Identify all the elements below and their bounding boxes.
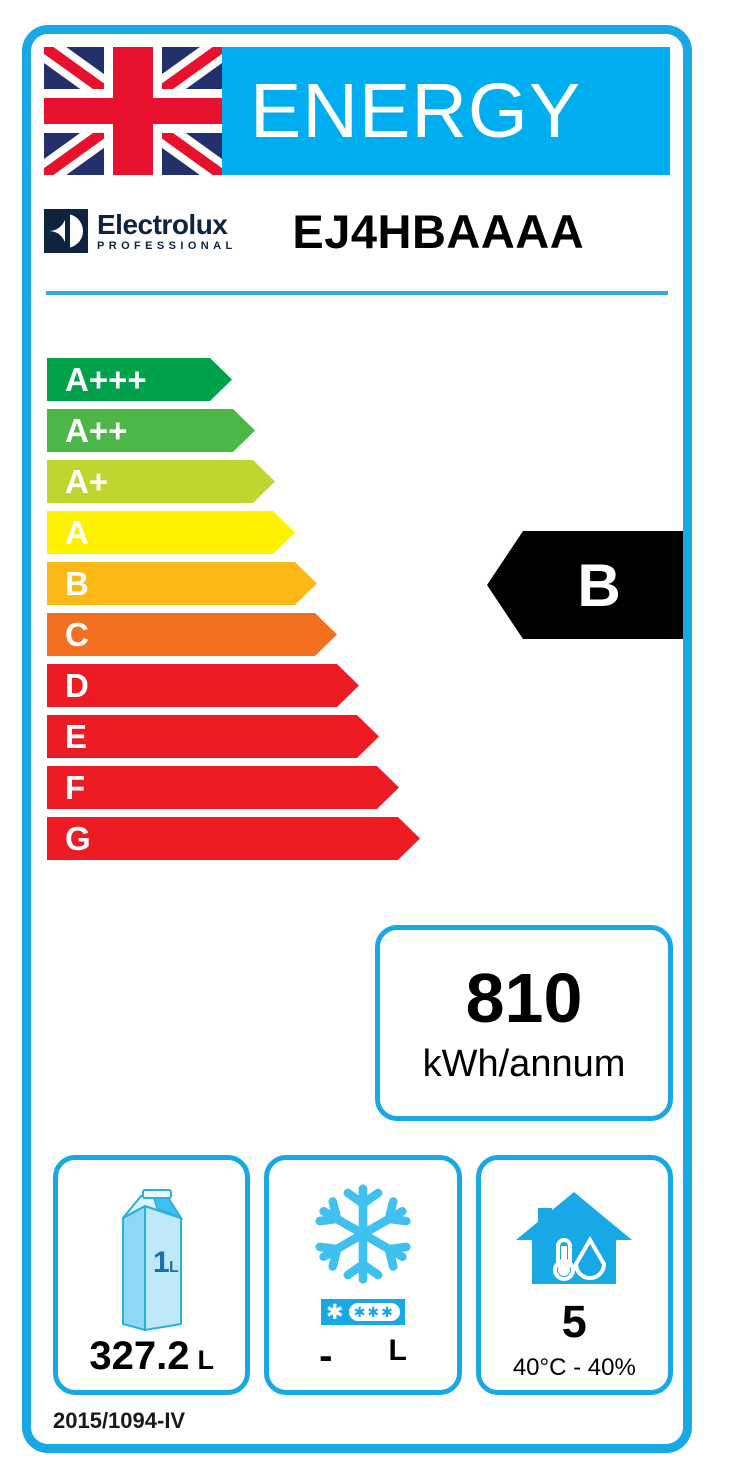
brand-subtitle: PROFESSIONAL [97, 239, 237, 252]
electrolux-logo-icon [44, 209, 88, 253]
grade-arrow-Aplusplusplus: A+++ [47, 358, 232, 401]
grade-row: A [47, 511, 447, 554]
grade-arrow-D: D [47, 664, 359, 707]
fridge-volume-unit: L [197, 1345, 214, 1375]
freezer-star-rating-icon: ✱ ✱✱✱ [320, 1299, 405, 1325]
freezer-volume-value: - [319, 1334, 333, 1378]
grade-label: A [65, 513, 89, 551]
grade-row: A+++ [47, 358, 447, 401]
spec-boxes: 1 L 327.2 L [53, 1155, 673, 1395]
grade-label: G [65, 819, 91, 857]
energy-title-band: ENERGY [222, 47, 670, 175]
model-name: EJ4HBAAAA [292, 204, 585, 258]
grade-arrow-F: F [47, 766, 399, 809]
climate-class-value: 5 [561, 1296, 587, 1347]
annual-energy-unit: kWh/annum [422, 1043, 626, 1085]
grade-row: E [47, 715, 447, 758]
grade-row: A+ [47, 460, 447, 503]
svg-text:1: 1 [153, 1246, 170, 1279]
freezer-volume-unit: L [388, 1334, 407, 1367]
grade-arrow-A: A [47, 511, 295, 554]
snowflake-icon [309, 1180, 417, 1293]
climate-class-range: 40°C - 40% [512, 1354, 636, 1381]
brand-row: Electrolux PROFESSIONAL EJ4HBAAAA [44, 192, 670, 270]
grade-row: B [47, 562, 447, 605]
brand-logo: Electrolux PROFESSIONAL [44, 209, 237, 253]
climate-class-box: 5 40°C - 40% [475, 1155, 673, 1395]
annual-energy-value: 810 [465, 959, 583, 1037]
grade-label: F [65, 768, 86, 806]
grade-row: A++ [47, 409, 447, 452]
energy-class-scale: A+++ A++ A+ A B C D E F G [47, 358, 447, 868]
uk-flag-icon [44, 47, 222, 175]
freezer-volume-value-row: -L [269, 1334, 456, 1378]
grade-arrow-C: C [47, 613, 337, 656]
fridge-volume-value-row: 327.2 L [58, 1336, 245, 1376]
grade-label: A+++ [65, 360, 147, 398]
grade-arrow-E: E [47, 715, 379, 758]
energy-rating-class: B [577, 551, 621, 619]
grade-label: C [65, 615, 89, 653]
grade-arrow-Aplusplus: A++ [47, 409, 255, 452]
freezer-volume-box: ✱ ✱✱✱ -L [264, 1155, 462, 1395]
grade-arrow-Aplus: A+ [47, 460, 275, 503]
grade-row: F [47, 766, 447, 809]
fridge-volume-value: 327.2 [89, 1334, 190, 1378]
energy-title: ENERGY [250, 67, 582, 154]
grade-label: E [65, 717, 88, 755]
header-divider [46, 291, 668, 295]
milk-carton-icon: 1 L [115, 1184, 189, 1336]
house-climate-icon [514, 1186, 634, 1295]
annual-energy-box: 810 kWh/annum [375, 925, 673, 1121]
brand-name: Electrolux [97, 208, 228, 240]
grade-label: A++ [65, 411, 128, 449]
energy-rating-badge: B [487, 531, 683, 639]
grade-arrow-B: B [47, 562, 317, 605]
grade-row: G [47, 817, 447, 860]
grade-arrow-G: G [47, 817, 420, 860]
regulation-reference: 2015/1094-IV [53, 1408, 186, 1433]
label-header: ENERGY [44, 47, 670, 175]
fridge-volume-box: 1 L 327.2 L [53, 1155, 251, 1395]
grade-label: D [65, 666, 89, 704]
grade-row: C [47, 613, 447, 656]
grade-row: D [47, 664, 447, 707]
svg-text:L: L [169, 1259, 179, 1276]
grade-label: A+ [65, 462, 109, 500]
grade-label: B [65, 564, 89, 602]
